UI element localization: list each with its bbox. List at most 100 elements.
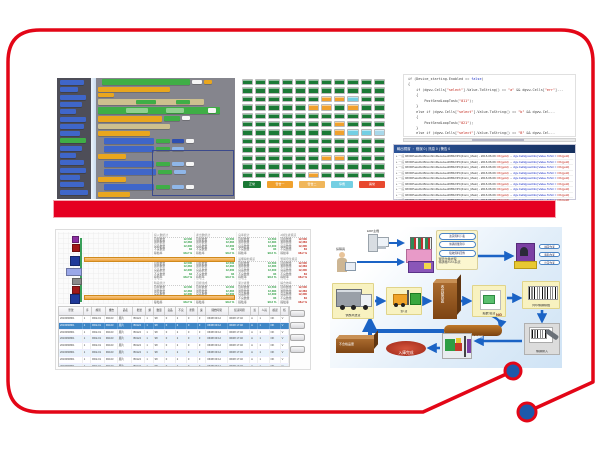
canvas-block <box>102 79 190 85</box>
canvas-block <box>172 139 184 143</box>
code-line: else if (dgvw.Cells["select"].Value.ToSt… <box>408 131 575 136</box>
palette-block <box>60 174 80 180</box>
code-line: else if (dgvw.Cells["select"].Value.ToSt… <box>408 110 575 115</box>
table-cell: A <box>250 329 259 336</box>
table-cell: 1 <box>83 363 92 366</box>
note-pill-2: 條碼標籤列印 <box>438 241 476 248</box>
info-group: 目標達成目標數量12,500實際數量12,384良品數量12,300不良數量84… <box>194 280 235 304</box>
table-cell: 06/08 09:12 <box>206 329 229 336</box>
schematic-item <box>72 244 80 252</box>
table-cell: 98 <box>154 349 165 356</box>
status-cell <box>347 163 359 170</box>
done-ellipse: 入庫完成 <box>386 341 426 356</box>
table-header-cell: 開始時間 <box>206 307 229 315</box>
status-cell <box>294 171 306 178</box>
canvas-block <box>166 108 184 113</box>
log-segment: OK(gold) <box>496 165 509 169</box>
block-canvas <box>96 78 235 199</box>
table-header-cell: 數量 <box>154 307 166 315</box>
table-cell: OK <box>270 316 281 322</box>
status-cell <box>347 137 359 145</box>
log-segment: OK(gold) <box>496 181 509 186</box>
status-cell <box>321 137 333 145</box>
log-segment: OK(gold) <box>496 154 509 158</box>
table-cell: 3 <box>198 343 207 349</box>
code-segment: "select" <box>457 131 474 136</box>
table-cell: PA103 <box>105 343 118 349</box>
status-cell <box>281 163 293 170</box>
table-cell: PA103 <box>105 356 118 363</box>
table-cell: 0 <box>187 349 198 356</box>
status-cell <box>334 171 346 178</box>
canvas-block <box>98 107 220 114</box>
putaway-forklift-image <box>442 333 472 359</box>
info-group: 警報發生資訊 目標數量 12,500 實際數量 12,384 良品數量 12,300 不良數量… <box>278 256 308 280</box>
table-cell: 2016060801 <box>59 363 83 366</box>
status-cell <box>281 171 293 178</box>
mini-red-block <box>455 343 462 351</box>
table-cell: A <box>250 356 259 363</box>
status-cell <box>268 171 280 178</box>
status-cell <box>255 79 267 86</box>
table-cell: 1 <box>258 356 270 363</box>
code-segment: { <box>408 82 411 87</box>
table-cell: A <box>250 336 259 343</box>
table-cell: 0 <box>165 322 176 329</box>
table-cell: 06/08 17:40 <box>228 349 251 356</box>
table-cell: A <box>250 343 259 349</box>
table-cell: 06/08 17:40 <box>228 329 251 336</box>
palette-block <box>60 153 76 158</box>
log-segment: OK(gold) <box>557 187 570 191</box>
table-cell: 1 <box>83 322 92 329</box>
table-header-cell: 批號 <box>133 307 147 315</box>
table-row: 2016060801 1 RD2-01 PA103 膜片 B0124 1 98 0 2 0 3 06/0… <box>59 363 289 366</box>
table-cell: PA103 <box>105 322 118 329</box>
status-cell <box>242 137 254 145</box>
table-cell: 06/08 09:12 <box>206 349 229 356</box>
schematic-item <box>70 294 80 304</box>
red-divider-bar <box>53 200 556 218</box>
table-cell: 3 <box>198 322 207 329</box>
canvas-block <box>98 131 150 136</box>
nonconforming-warehouse-label: 不合格品庫 <box>339 342 355 346</box>
status-cell <box>373 104 385 111</box>
note-text-2: 條碼機/DAS系統 <box>438 260 461 265</box>
status-cell <box>334 163 346 170</box>
status-cell <box>307 87 320 94</box>
table-cell: 1 <box>145 349 154 356</box>
table-row: 2016060801 1 RD2-01 PA103 膜片 B0124 1 98 0 2 0 3 06/0… <box>59 349 289 357</box>
canvas-block <box>98 116 162 122</box>
status-cell <box>334 146 346 153</box>
table-cell: 1 <box>83 343 92 349</box>
schematic-item <box>72 236 79 243</box>
status-cell <box>360 129 372 136</box>
status-cell <box>360 154 372 162</box>
status-cell <box>360 104 372 111</box>
status-cell <box>242 154 254 162</box>
table-cell: 06/08 17:40 <box>228 336 251 343</box>
table-cell: OK <box>270 329 281 336</box>
table-cell: 06/08 09:12 <box>206 363 229 366</box>
canvas-block <box>136 100 156 104</box>
mini-mast <box>464 336 466 357</box>
buyer-person-icon: 採購員 <box>336 247 356 275</box>
log-segment: OK(gold) <box>496 176 509 180</box>
code-segment: ].Value.ToString() == <box>473 109 519 114</box>
status-cell <box>334 87 346 94</box>
canvas-block <box>176 100 190 104</box>
status-cell <box>373 121 385 128</box>
legend-chip: 警告二 <box>299 181 325 188</box>
unload-forklift-card: 卸 貨 <box>386 287 422 315</box>
schematic-item <box>66 268 82 276</box>
table-cell: 98 <box>154 322 165 329</box>
log-segment: ▸ 一般 <box>396 154 406 158</box>
table-cell: B0124 <box>132 349 146 356</box>
ng-label: NG <box>496 312 502 317</box>
side-button <box>290 322 305 329</box>
table-header-cell: 確認 <box>270 307 282 315</box>
table-cell: RD2-01 <box>91 322 105 329</box>
table-cell: 1 <box>145 363 154 366</box>
table-cell: RD2-01 <box>91 363 105 366</box>
canvas-block <box>98 177 126 182</box>
table-cell: 98 <box>154 316 165 322</box>
